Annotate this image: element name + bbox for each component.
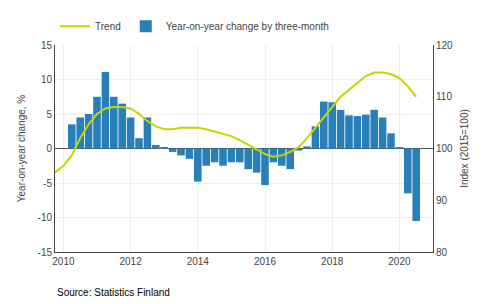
svg-text:Year-on-year change by three-m: Year-on-year change by three-month <box>166 21 329 32</box>
svg-text:Index (2015=100): Index (2015=100) <box>459 109 470 188</box>
svg-text:-5: -5 <box>43 178 52 189</box>
svg-text:2018: 2018 <box>321 256 344 267</box>
svg-text:2020: 2020 <box>388 256 411 267</box>
svg-text:120: 120 <box>436 40 453 51</box>
svg-text:Source: Statistics Finland: Source: Statistics Finland <box>57 287 170 298</box>
svg-text:15: 15 <box>41 40 53 51</box>
svg-text:5: 5 <box>46 109 52 120</box>
svg-text:Year-on-year change, %: Year-on-year change, % <box>16 95 27 203</box>
svg-text:10: 10 <box>41 74 53 85</box>
svg-text:0: 0 <box>46 143 52 154</box>
svg-text:2016: 2016 <box>254 256 277 267</box>
svg-text:Trend: Trend <box>95 21 121 32</box>
svg-text:2014: 2014 <box>187 256 210 267</box>
svg-text:100: 100 <box>436 143 453 154</box>
svg-text:110: 110 <box>436 91 452 102</box>
svg-text:2010: 2010 <box>52 256 75 267</box>
svg-text:2012: 2012 <box>119 256 142 267</box>
svg-text:-15: -15 <box>38 247 53 258</box>
svg-text:80: 80 <box>436 247 448 258</box>
svg-text:-10: -10 <box>38 212 53 223</box>
svg-text:90: 90 <box>436 195 448 206</box>
